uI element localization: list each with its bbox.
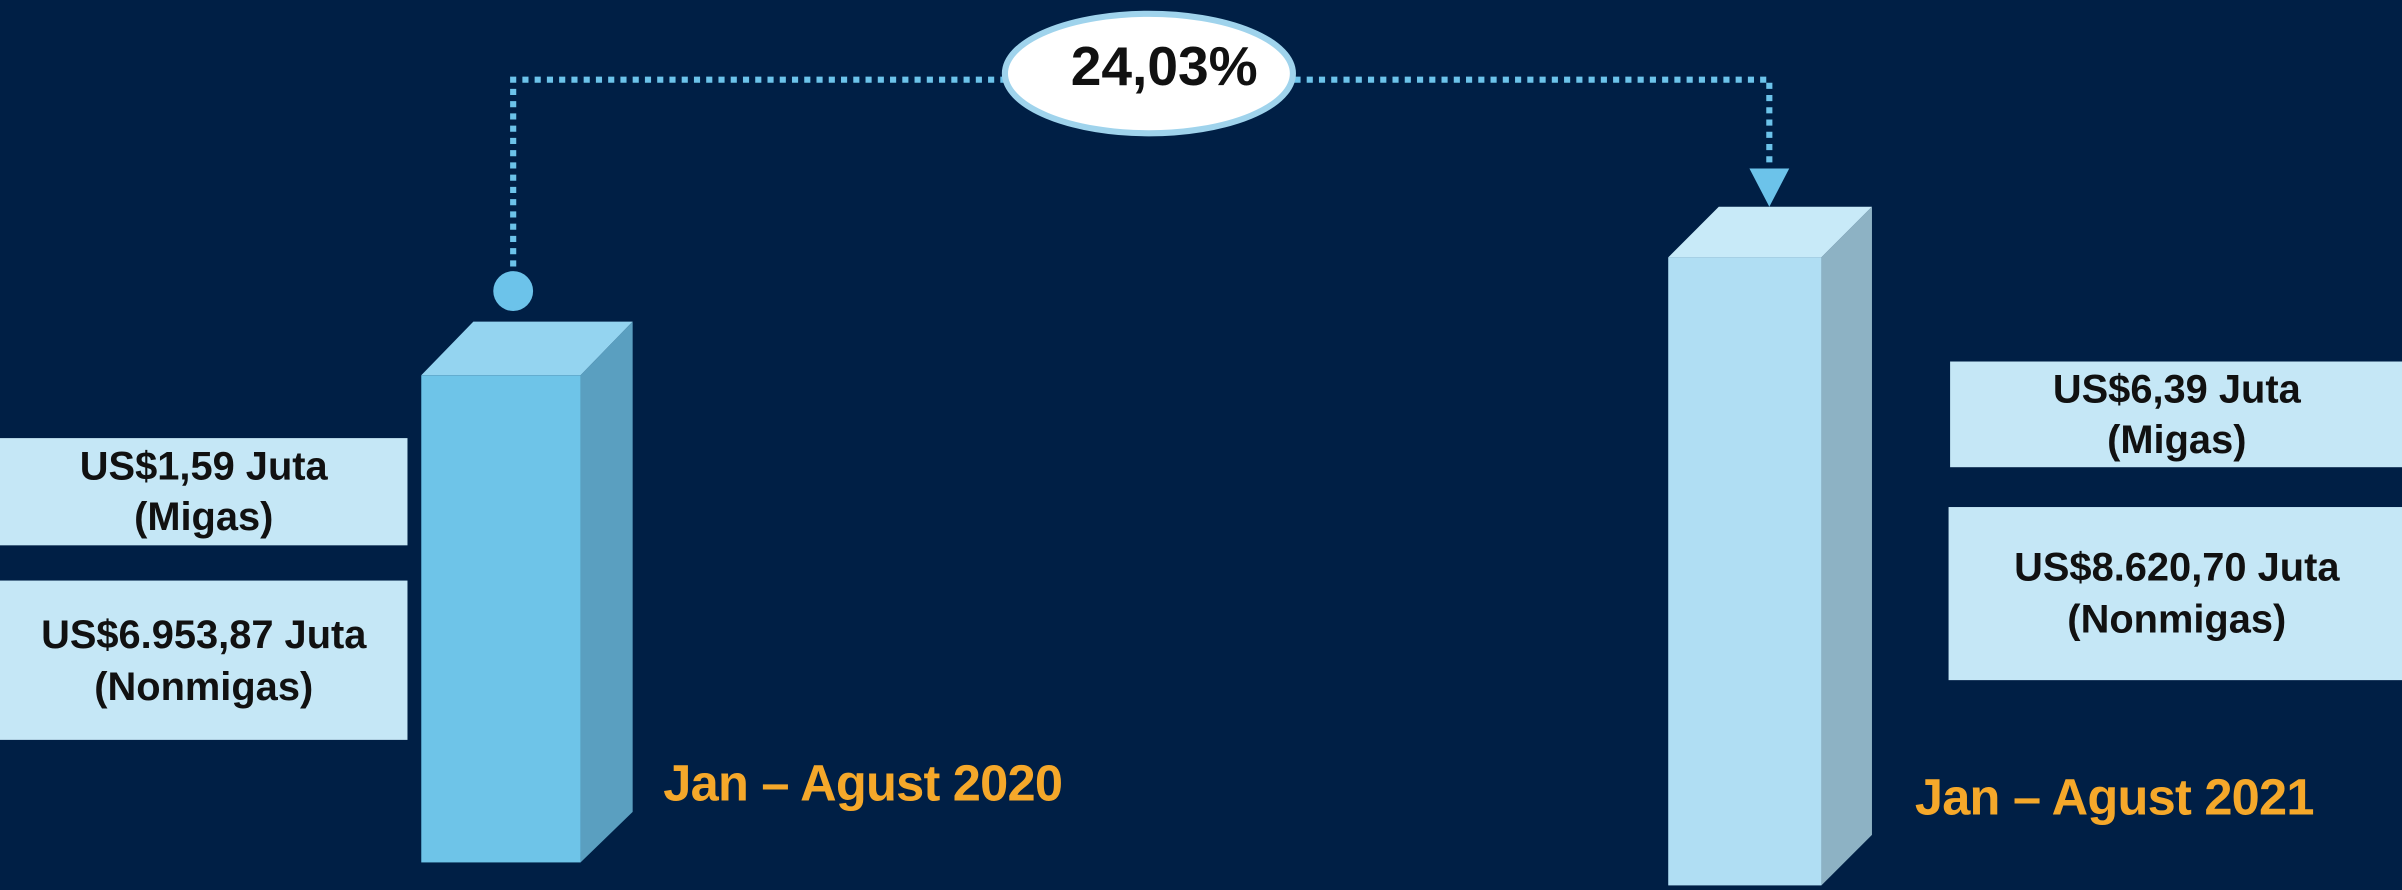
box-line: US$6,39 Juta	[2053, 368, 2302, 412]
bar-front	[421, 375, 581, 863]
box-line: US$6.953,87 Juta	[41, 613, 367, 657]
label-box	[0, 580, 408, 740]
badge-text: 24,03%	[1071, 35, 1258, 97]
bar-top	[1668, 206, 1872, 258]
period-label: Jan – Agust 2020	[663, 755, 1062, 812]
badge	[1001, 10, 1296, 137]
box-line: (Nonmigas)	[2067, 597, 2286, 641]
bar-top	[421, 321, 633, 376]
bar-side	[580, 321, 633, 863]
label-box	[1950, 361, 2402, 468]
period-label: Jan – Agust 2021	[1915, 769, 2314, 826]
bar-side	[1821, 206, 1872, 886]
box-line: (Migas)	[134, 495, 273, 539]
label-box	[1948, 507, 2402, 681]
box-line: US$1,59 Juta	[80, 444, 329, 488]
box-line: (Nonmigas)	[94, 665, 313, 709]
box-line: (Migas)	[2107, 418, 2246, 462]
connector-dot	[493, 271, 534, 311]
connector-arrow	[1749, 168, 1790, 207]
box-line: US$8.620,70 Juta	[2014, 545, 2340, 589]
label-box	[0, 438, 408, 546]
bar-front	[1668, 257, 1822, 886]
